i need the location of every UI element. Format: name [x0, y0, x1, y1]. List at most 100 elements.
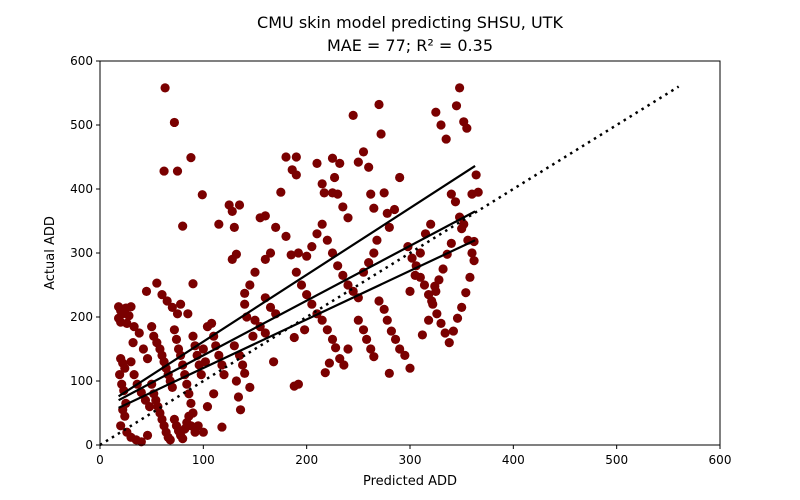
x-axis: 0 100 200 300 400 500 600 [96, 445, 731, 467]
data-point [353, 157, 363, 167]
data-point [240, 288, 250, 298]
y-axis: 0 100 200 300 400 500 600 [70, 54, 100, 452]
fit-line [118, 210, 476, 402]
data-point [147, 322, 157, 332]
data-point [229, 341, 239, 351]
data-point [214, 350, 224, 360]
data-point [198, 344, 208, 354]
x-tick-label: 0 [96, 453, 104, 467]
x-axis-label: Predicted ADD [363, 474, 457, 489]
data-point [444, 338, 454, 348]
data-point [366, 189, 376, 199]
data-point [436, 120, 446, 130]
data-point [145, 402, 155, 412]
data-point [200, 357, 210, 367]
data-point [302, 290, 312, 300]
data-point [240, 368, 250, 378]
data-point [436, 318, 446, 328]
data-point [319, 188, 329, 198]
data-point [171, 334, 182, 344]
data-point [327, 334, 338, 344]
data-point [338, 202, 348, 212]
data-points [114, 83, 483, 447]
data-point [291, 267, 301, 277]
data-point [296, 280, 307, 290]
data-point [182, 379, 192, 389]
data-point [276, 187, 286, 197]
data-point [240, 299, 250, 309]
x-tick-label: 400 [502, 453, 525, 467]
data-point [434, 275, 444, 285]
data-point [369, 248, 379, 258]
data-point [142, 354, 153, 364]
data-point [343, 344, 353, 354]
data-point [364, 258, 374, 268]
data-point [289, 332, 299, 343]
data-point [186, 153, 196, 163]
data-point [374, 296, 384, 306]
data-point [227, 254, 237, 264]
data-point [193, 421, 203, 431]
data-point [382, 208, 392, 218]
data-point [452, 313, 463, 323]
data-point [329, 172, 340, 183]
x-tick-label: 600 [709, 453, 732, 467]
data-point [395, 172, 405, 183]
y-tick-label: 0 [85, 438, 93, 452]
y-tick-label: 600 [70, 54, 93, 68]
data-point [446, 189, 456, 199]
data-point [202, 402, 213, 412]
data-point [427, 296, 437, 306]
data-point [440, 328, 450, 338]
data-point [184, 389, 194, 399]
data-point [167, 382, 177, 392]
data-point [362, 334, 372, 344]
chart-title: CMU skin model predicting SHSU, UTK [257, 13, 563, 32]
data-point [343, 213, 353, 223]
data-point [386, 326, 396, 336]
data-point [136, 437, 146, 447]
data-point [335, 158, 345, 168]
data-point [245, 382, 255, 392]
data-point [419, 280, 430, 290]
data-point [441, 134, 451, 144]
data-point [417, 330, 427, 340]
data-point [405, 363, 415, 373]
data-point [178, 434, 188, 444]
fit-line [118, 165, 476, 398]
x-tick-label: 300 [399, 453, 422, 467]
data-point [438, 264, 448, 274]
data-point [348, 110, 358, 120]
data-point [124, 311, 134, 321]
data-point [379, 188, 389, 198]
x-tick-label: 100 [192, 453, 215, 467]
data-point [395, 344, 405, 354]
data-point [165, 435, 175, 445]
data-point [312, 158, 322, 168]
data-point [172, 309, 183, 319]
data-point [126, 302, 136, 312]
data-point [415, 248, 425, 258]
data-point [405, 286, 415, 296]
data-point [134, 328, 144, 338]
data-point [184, 411, 194, 421]
data-point [333, 261, 343, 271]
data-point [235, 405, 246, 415]
data-point [327, 188, 338, 198]
data-point [152, 278, 162, 288]
data-point [307, 242, 317, 252]
data-point [142, 430, 153, 440]
data-point [176, 299, 186, 309]
data-point [227, 206, 237, 216]
data-point [312, 229, 322, 239]
data-point [269, 357, 279, 367]
data-point [286, 250, 296, 260]
data-point [358, 147, 369, 157]
data-point [338, 270, 348, 280]
fit-line [118, 239, 476, 409]
data-point [238, 360, 248, 370]
data-point [260, 254, 270, 264]
data-point [198, 427, 208, 437]
data-point [339, 360, 349, 370]
